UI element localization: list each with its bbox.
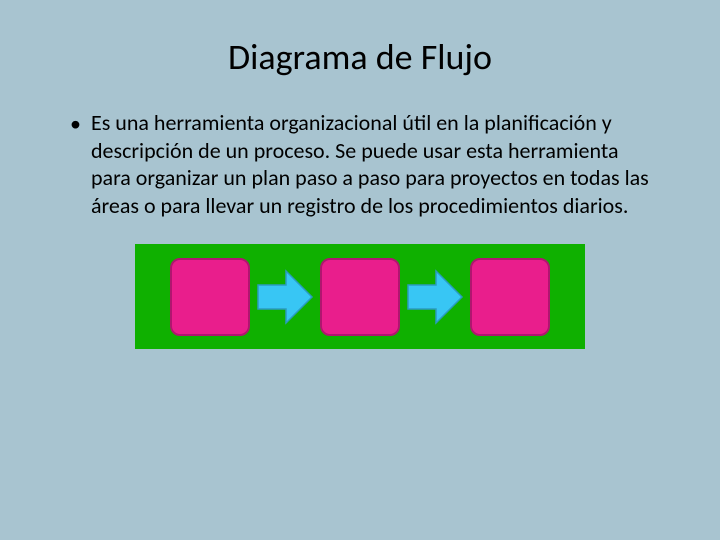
bullet-marker: • [70,111,81,137]
arrow-right-icon [256,267,314,327]
slide-title: Diagrama de Flujo [50,35,670,79]
arrow-right-icon [406,267,464,327]
flowchart-diagram [135,244,585,349]
slide-container: Diagrama de Flujo • Es una herramienta o… [0,0,720,540]
diagram-wrapper [50,244,670,349]
body-text: Es una herramienta organizacional útil e… [91,109,660,219]
flowchart-box [320,258,400,336]
flowchart-box [470,258,550,336]
bullet-item: • Es una herramienta organizacional útil… [50,109,670,219]
flowchart-box [170,258,250,336]
